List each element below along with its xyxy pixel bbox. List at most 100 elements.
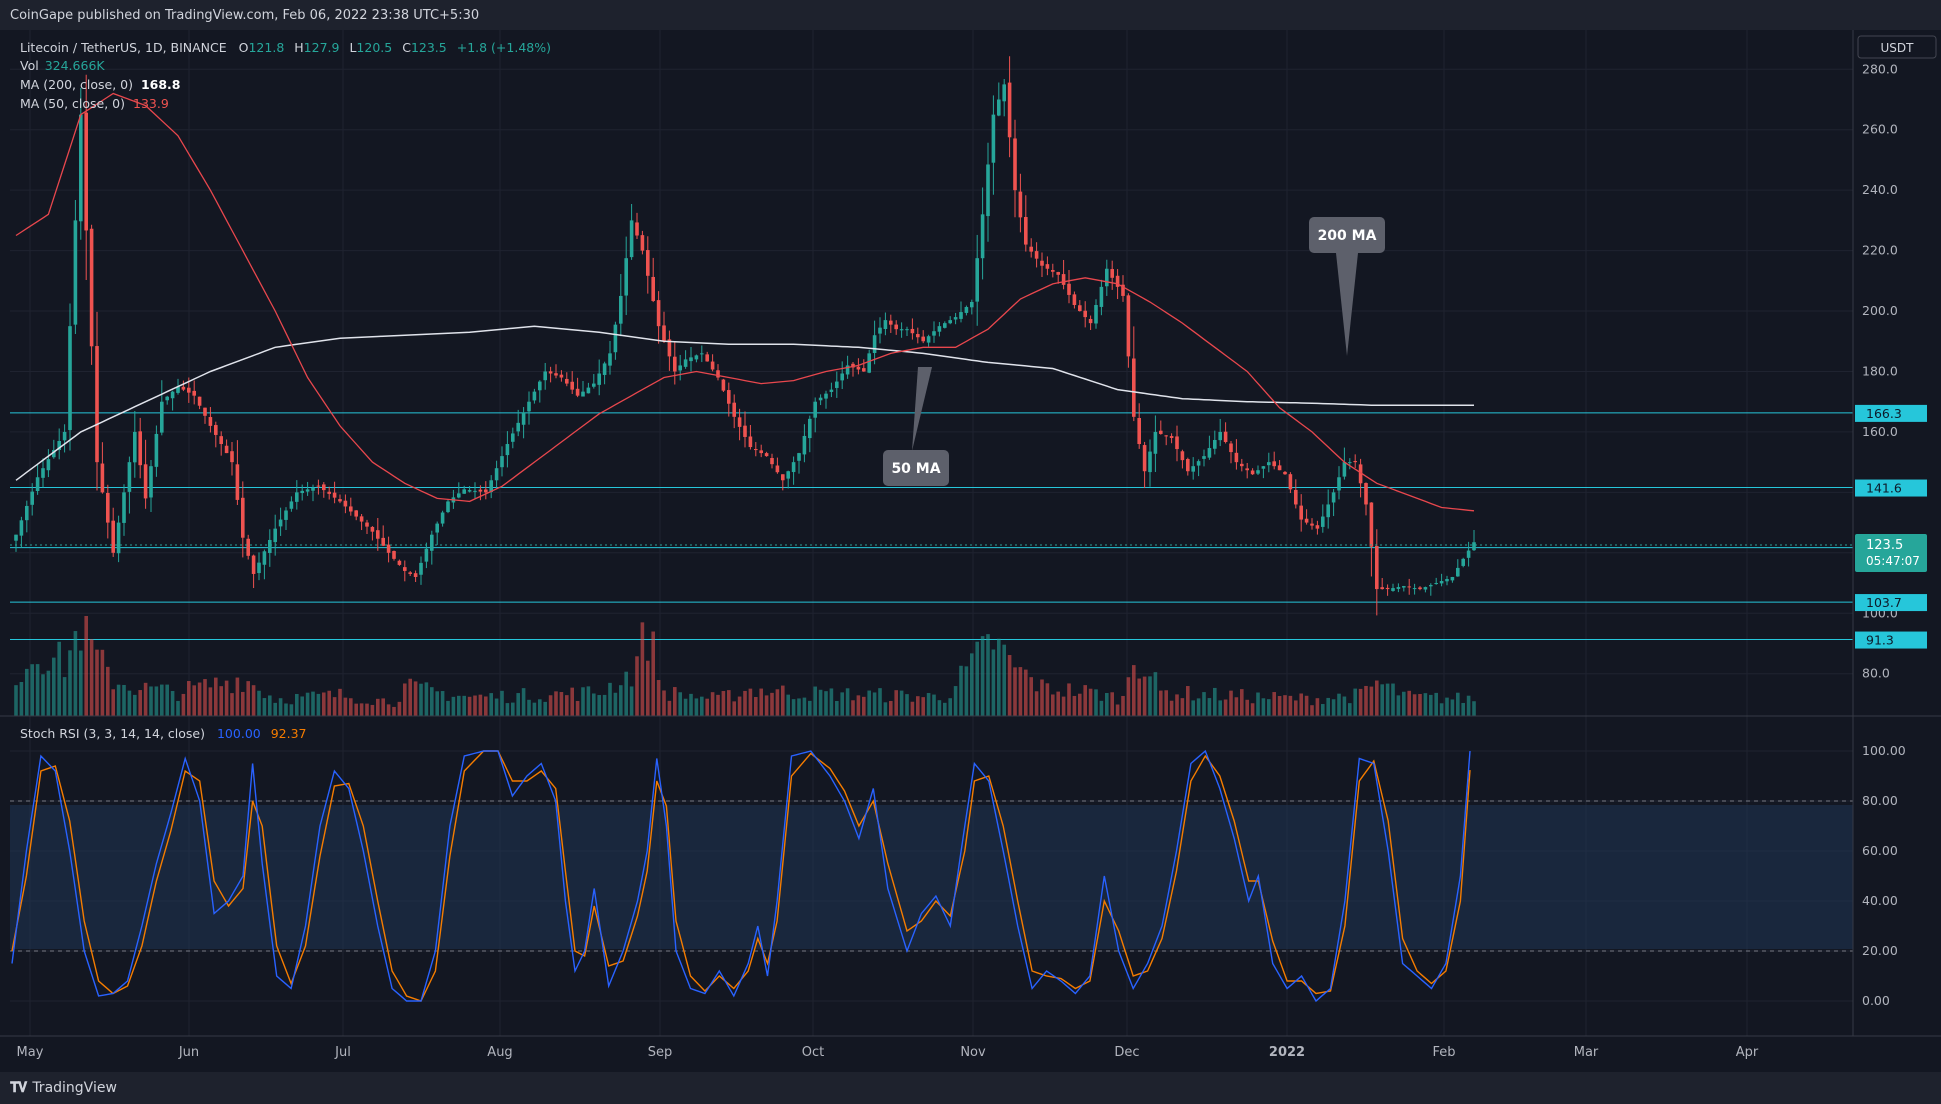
candle-body <box>278 519 283 527</box>
volume-bar <box>959 665 963 716</box>
candle-body <box>948 320 952 324</box>
volume-bar <box>1045 683 1050 716</box>
volume-bar <box>1439 703 1444 716</box>
candle-body <box>570 381 574 390</box>
candle-body <box>187 387 191 393</box>
volume-bar <box>694 698 699 716</box>
volume-bar <box>214 677 218 716</box>
volume-bar <box>926 693 931 716</box>
tradingview-brand[interactable]: 𝐓𝐕 TradingView <box>10 1080 117 1096</box>
volume-bar <box>862 696 866 716</box>
candle-body <box>1083 310 1087 318</box>
volume-bar <box>1369 686 1374 716</box>
stoch-tick-label: 20.00 <box>1862 943 1898 958</box>
currency-button[interactable] <box>1857 35 1937 59</box>
candle-body <box>883 320 888 329</box>
candle-body <box>57 440 61 451</box>
ma50-line <box>15 92 1475 512</box>
candle-body <box>473 490 477 492</box>
candle-body <box>332 492 337 498</box>
volume-bar <box>527 699 531 716</box>
volume-bar <box>311 691 315 716</box>
volume-bar <box>1121 695 1125 716</box>
volume-bar <box>392 706 396 716</box>
volume-bar <box>181 693 186 716</box>
volume-bar <box>1051 694 1055 716</box>
volume-bar <box>840 692 844 716</box>
volume-bar <box>1002 644 1006 716</box>
candle-body <box>559 374 564 378</box>
stoch-legend[interactable]: Stoch RSI (3, 3, 14, 14, close) 100.00 9… <box>20 726 307 741</box>
volume-bar <box>284 703 288 716</box>
level-badge <box>1855 404 1927 422</box>
candle-body <box>116 522 121 554</box>
candle-body <box>1153 431 1158 454</box>
ma50-legend[interactable]: MA (50, close, 0) 133.9 <box>20 96 169 111</box>
ma50-annotation[interactable]: 50 MA <box>883 367 949 486</box>
candle-body <box>1013 138 1017 191</box>
volume-bar <box>440 691 445 716</box>
candle-body <box>894 324 898 330</box>
volume-bar <box>980 636 985 716</box>
price-legend[interactable]: Litecoin / TetherUS, 1D, BINANCE O121.8 … <box>20 40 551 111</box>
volume-bar <box>154 686 159 716</box>
candle-body <box>1434 583 1438 585</box>
candle-body <box>597 373 601 385</box>
volume-bar <box>262 698 267 716</box>
symbol-title[interactable]: Litecoin / TetherUS, 1D, BINANCE O121.8 … <box>20 40 551 55</box>
volume-bar <box>748 688 753 716</box>
volume-legend[interactable]: Vol 324.666K <box>20 58 105 73</box>
candle-body <box>1294 489 1298 505</box>
candle-body <box>543 371 547 381</box>
candle-body <box>862 368 866 372</box>
candle-body <box>295 492 299 502</box>
candle-body <box>1196 461 1201 466</box>
candle-body <box>624 258 628 296</box>
last-price-text: 123.5 <box>1866 538 1903 553</box>
candle-body <box>1040 260 1044 266</box>
candle-body <box>403 567 407 571</box>
candle-body <box>268 539 272 553</box>
price-chart[interactable]: 80.0100.0120.0140.0160.0180.0200.0220.02… <box>0 30 1941 1072</box>
candle-body <box>1159 430 1163 434</box>
volume-bar <box>770 692 774 716</box>
time-axis-ticks[interactable]: May Jun Jul Aug Sep Oct Nov Dec 2022 Feb Mar Apr <box>17 1045 1759 1060</box>
volume-bar <box>484 696 488 716</box>
candle-body <box>381 537 385 546</box>
volume-bar <box>662 690 666 716</box>
volume-bar <box>878 688 882 716</box>
candle-body <box>327 491 331 494</box>
candle-body <box>1304 518 1309 523</box>
time-tick-label: Oct <box>802 1045 824 1060</box>
volume-bar <box>559 692 564 716</box>
candle-body <box>1105 268 1109 287</box>
volume-bar <box>257 690 261 716</box>
candle-body <box>527 401 531 412</box>
candle-body <box>851 363 855 368</box>
volume-bar <box>478 694 483 716</box>
ma200-legend[interactable]: MA (200, close, 0) 168.8 <box>20 77 181 92</box>
volume-bar <box>1196 698 1201 716</box>
volume-bar <box>516 693 520 716</box>
volume-bar <box>1029 677 1033 716</box>
candle-body <box>1121 284 1125 296</box>
volume-bar <box>829 688 834 716</box>
candle-body <box>192 390 196 396</box>
volume-bar <box>246 681 250 716</box>
volume-bar <box>1364 685 1368 716</box>
candle-body <box>1218 431 1222 441</box>
volume-bar <box>219 686 223 716</box>
candle-body <box>1418 587 1422 590</box>
volume-bar <box>1283 695 1287 716</box>
time-tick-label: 2022 <box>1269 1045 1305 1060</box>
volume-bar <box>1099 700 1104 716</box>
volume-bar <box>343 697 348 716</box>
ma200-annotation[interactable]: 200 MA <box>1309 217 1385 356</box>
ma50-annotation-text: 50 MA <box>891 461 940 477</box>
candle-body <box>813 401 817 418</box>
candle-body <box>84 112 88 231</box>
price-tick-label: 80.0 <box>1862 666 1890 681</box>
candle-body <box>521 412 526 425</box>
candle-body <box>775 465 780 473</box>
volume-bar <box>473 695 477 716</box>
